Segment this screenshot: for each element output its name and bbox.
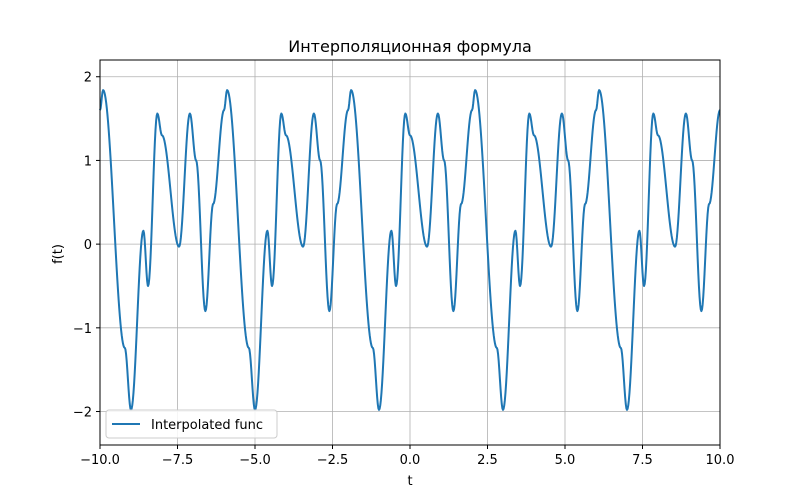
x-tick-label: 5.0 — [555, 453, 576, 468]
y-tick-label: 1 — [84, 154, 92, 169]
y-axis: −2 −1 0 1 2 — [73, 71, 100, 421]
x-tick-label: −10.0 — [80, 453, 120, 468]
y-tick-label: −2 — [73, 406, 92, 421]
y-tick-label: −1 — [73, 322, 92, 337]
y-tick-label: 2 — [84, 71, 92, 86]
x-tick-label: 7.5 — [632, 453, 653, 468]
x-axis-label: t — [407, 474, 412, 489]
x-tick-label: −5.0 — [239, 453, 271, 468]
x-axis: −10.0 −7.5 −5.0 −2.5 0.0 2.5 5.0 7.5 10.0 — [80, 445, 734, 468]
x-tick-label: 10.0 — [706, 453, 735, 468]
x-tick-label: −2.5 — [317, 453, 349, 468]
chart-title: Интерполяционная формула — [288, 37, 532, 56]
y-axis-label: f(t) — [51, 244, 66, 264]
y-tick-label: 0 — [84, 238, 92, 253]
x-tick-label: −7.5 — [162, 453, 194, 468]
legend-box — [105, 409, 278, 439]
legend-label: Interpolated func — [151, 418, 263, 433]
x-tick-label: 2.5 — [477, 453, 498, 468]
legend: Interpolated func — [105, 409, 278, 439]
series-line-interpolated-func — [99, 89, 721, 411]
plot-area — [99, 89, 721, 411]
grid — [99, 60, 721, 445]
x-tick-label: 0.0 — [400, 453, 421, 468]
